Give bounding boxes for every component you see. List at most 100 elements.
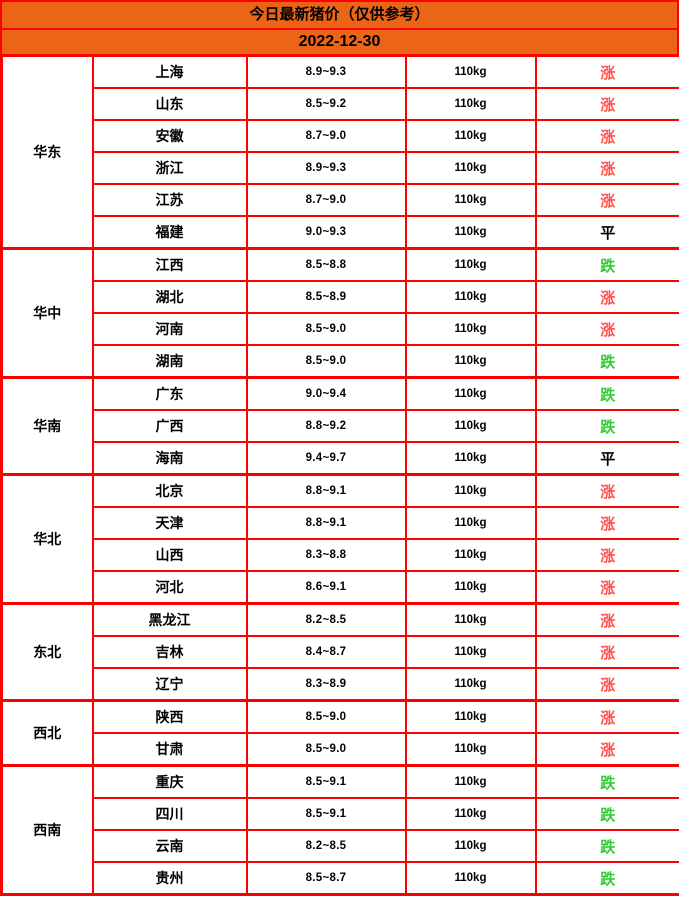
province-cell: 河北 — [91, 570, 248, 605]
province-cell: 四川 — [91, 797, 248, 831]
weight-cell: 110kg — [404, 732, 537, 767]
province-cell: 河南 — [91, 312, 248, 346]
trend-cell: 跌 — [534, 797, 679, 831]
table-row: 云南 8.2~8.5 110kg 跌 — [2, 829, 679, 863]
weight-cell: 110kg — [404, 667, 537, 702]
weight-cell: 110kg — [404, 441, 537, 476]
table-row: 天津 8.8~9.1 110kg 涨 — [2, 506, 679, 540]
price-cell: 8.5~9.0 — [245, 344, 407, 379]
province-cell: 湖北 — [91, 280, 248, 314]
province-cell: 安徽 — [91, 119, 248, 153]
table-row: 山西 8.3~8.8 110kg 涨 — [2, 538, 679, 572]
weight-cell: 110kg — [404, 280, 537, 314]
table-row: 浙江 8.9~9.3 110kg 涨 — [2, 151, 679, 185]
trend-cell: 涨 — [534, 473, 679, 508]
province-cell: 山西 — [91, 538, 248, 572]
trend-cell: 涨 — [534, 570, 679, 605]
trend-cell: 跌 — [534, 829, 679, 863]
region-cell: 华北 — [0, 473, 94, 605]
weight-cell: 110kg — [404, 409, 537, 443]
price-cell: 8.6~9.1 — [245, 570, 407, 605]
province-cell: 黑龙江 — [91, 602, 248, 637]
region-cell: 华东 — [0, 54, 94, 250]
weight-cell: 110kg — [404, 570, 537, 605]
trend-cell: 平 — [534, 215, 679, 250]
table-row: 东北 黑龙江 8.2~8.5 110kg 涨 — [0, 602, 679, 702]
province-cell: 湖南 — [91, 344, 248, 379]
province-cell: 辽宁 — [91, 667, 248, 702]
price-cell: 8.8~9.1 — [245, 506, 407, 540]
price-table-body: 华东 上海 8.9~9.3 110kg 涨山东 8.5~9.2 110kg 涨安徽 8.7~9.… — [0, 54, 679, 896]
table-title: 今日最新猪价（仅供参考） — [0, 0, 679, 28]
weight-cell: 110kg — [404, 829, 537, 863]
price-cell: 8.9~9.3 — [245, 151, 407, 185]
province-cell: 江苏 — [91, 183, 248, 217]
table-row: 山东 8.5~9.2 110kg 涨 — [2, 87, 679, 121]
weight-cell: 110kg — [404, 376, 537, 411]
table-row: 湖南 8.5~9.0 110kg 跌 — [2, 344, 679, 379]
weight-cell: 110kg — [404, 473, 537, 508]
weight-cell: 110kg — [404, 635, 537, 669]
province-cell: 北京 — [91, 473, 248, 508]
table-row: 吉林 8.4~8.7 110kg 涨 — [2, 635, 679, 669]
table-row: 甘肃 8.5~9.0 110kg 涨 — [2, 732, 679, 767]
table-row: 安徽 8.7~9.0 110kg 涨 — [2, 119, 679, 153]
province-cell: 广东 — [91, 376, 248, 411]
trend-cell: 涨 — [534, 699, 679, 734]
price-cell: 8.5~9.0 — [245, 312, 407, 346]
region-cell: 华中 — [0, 247, 94, 379]
table-row: 辽宁 8.3~8.9 110kg 涨 — [2, 667, 679, 702]
price-cell: 8.5~8.8 — [245, 247, 407, 282]
price-cell: 8.7~9.0 — [245, 183, 407, 217]
table-date: 2022-12-30 — [0, 28, 679, 54]
trend-cell: 涨 — [534, 87, 679, 121]
price-cell: 8.3~8.9 — [245, 667, 407, 702]
trend-cell: 涨 — [534, 506, 679, 540]
trend-cell: 涨 — [534, 732, 679, 767]
province-cell: 陕西 — [91, 699, 248, 734]
price-cell: 8.5~9.2 — [245, 87, 407, 121]
weight-cell: 110kg — [404, 312, 537, 346]
weight-cell: 110kg — [404, 119, 537, 153]
weight-cell: 110kg — [404, 247, 537, 282]
trend-cell: 跌 — [534, 861, 679, 896]
trend-cell: 跌 — [534, 247, 679, 282]
trend-cell: 涨 — [534, 151, 679, 185]
province-cell: 福建 — [91, 215, 248, 250]
trend-cell: 涨 — [534, 119, 679, 153]
region-cell: 华南 — [0, 376, 94, 476]
trend-cell: 跌 — [534, 376, 679, 411]
price-cell: 9.4~9.7 — [245, 441, 407, 476]
trend-cell: 涨 — [534, 635, 679, 669]
weight-cell: 110kg — [404, 183, 537, 217]
price-cell: 8.4~8.7 — [245, 635, 407, 669]
table-row: 湖北 8.5~8.9 110kg 涨 — [2, 280, 679, 314]
table-row: 广西 8.8~9.2 110kg 跌 — [2, 409, 679, 443]
table-row: 华中 江西 8.5~8.8 110kg 跌 — [0, 247, 679, 379]
region-cell: 东北 — [0, 602, 94, 702]
province-cell: 重庆 — [91, 764, 248, 799]
province-cell: 云南 — [91, 829, 248, 863]
trend-cell: 涨 — [534, 183, 679, 217]
price-cell: 9.0~9.4 — [245, 376, 407, 411]
price-table: 华东 上海 8.9~9.3 110kg 涨山东 8.5~9.2 110kg 涨安徽 8.7~9.… — [0, 54, 679, 896]
province-cell: 海南 — [91, 441, 248, 476]
trend-cell: 涨 — [534, 667, 679, 702]
table-row: 海南 9.4~9.7 110kg 平 — [2, 441, 679, 476]
price-cell: 8.5~8.7 — [245, 861, 407, 896]
region-cell: 西南 — [0, 764, 94, 896]
trend-cell: 跌 — [534, 344, 679, 379]
weight-cell: 110kg — [404, 797, 537, 831]
table-row: 河北 8.6~9.1 110kg 涨 — [2, 570, 679, 605]
trend-cell: 跌 — [534, 764, 679, 799]
price-cell: 8.9~9.3 — [245, 54, 407, 89]
price-cell: 8.5~9.1 — [245, 797, 407, 831]
price-cell: 8.3~8.8 — [245, 538, 407, 572]
trend-cell: 涨 — [534, 54, 679, 89]
region-cell: 西北 — [0, 699, 94, 767]
weight-cell: 110kg — [404, 151, 537, 185]
table-row: 西北 陕西 8.5~9.0 110kg 涨 — [0, 699, 679, 767]
province-cell: 广西 — [91, 409, 248, 443]
weight-cell: 110kg — [404, 87, 537, 121]
